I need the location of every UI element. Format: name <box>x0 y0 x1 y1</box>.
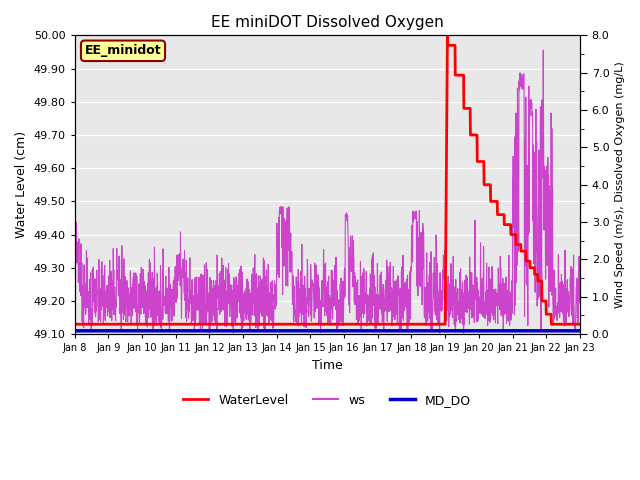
Text: EE_minidot: EE_minidot <box>84 44 161 57</box>
Legend: WaterLevel, ws, MD_DO: WaterLevel, ws, MD_DO <box>178 389 476 411</box>
Title: EE miniDOT Dissolved Oxygen: EE miniDOT Dissolved Oxygen <box>211 15 444 30</box>
X-axis label: Time: Time <box>312 359 342 372</box>
Y-axis label: Water Level (cm): Water Level (cm) <box>15 131 28 238</box>
Y-axis label: Wind Speed (m/s), Dissolved Oxygen (mg/L): Wind Speed (m/s), Dissolved Oxygen (mg/L… <box>615 61 625 308</box>
